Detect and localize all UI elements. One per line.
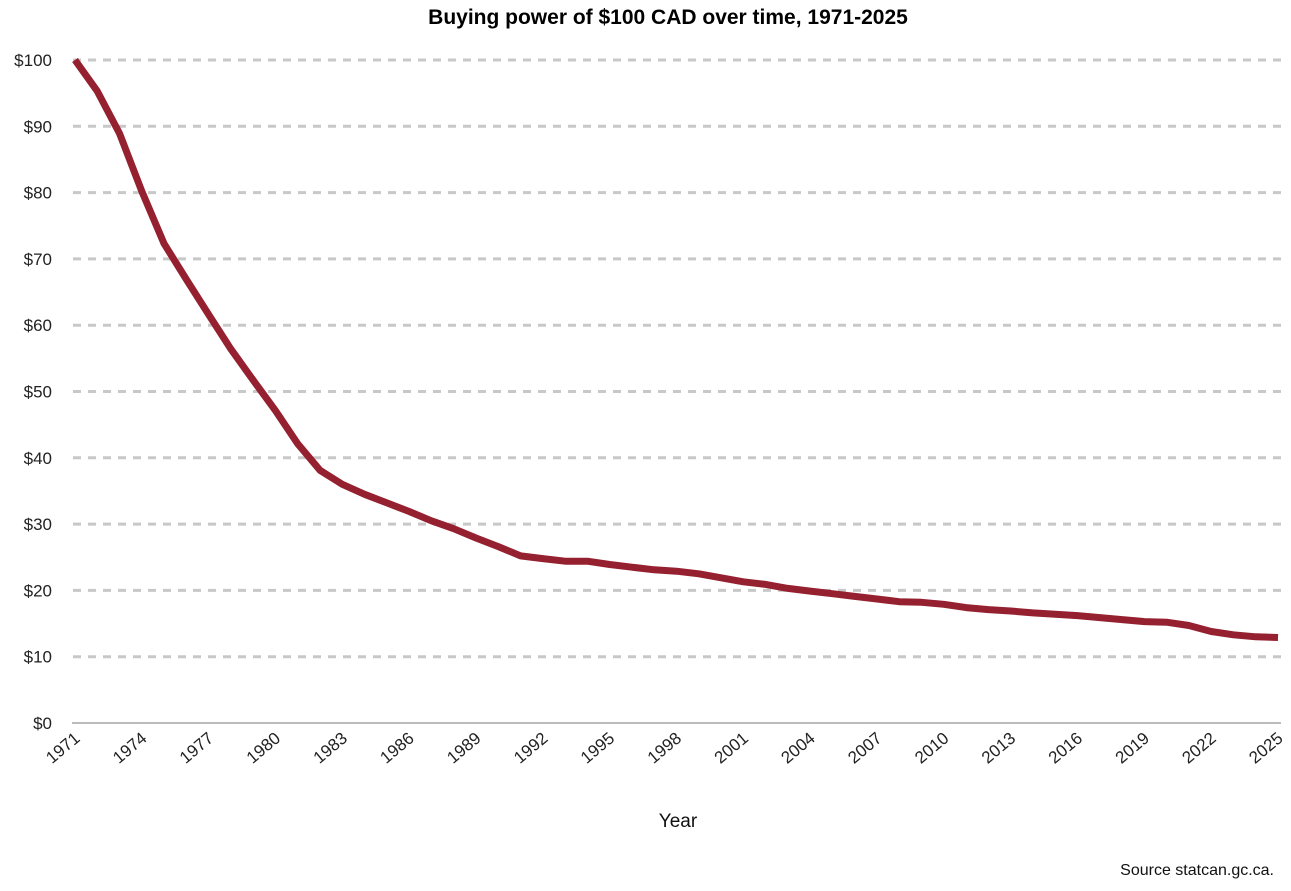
x-axis-label: Year	[659, 811, 698, 832]
x-tick-label: 1971	[42, 729, 83, 768]
x-tick-label: 2007	[844, 729, 885, 768]
x-tick-label: 1983	[310, 729, 351, 768]
x-tick-label: 1980	[243, 729, 284, 768]
x-axis-ticks: 1971 1974 1977 1980 1983 1986 1989 1992 1995 1998…	[42, 729, 1286, 768]
y-tick-label: $0	[33, 714, 52, 733]
y-tick-label: $20	[24, 581, 52, 600]
y-axis-ticks: $0 $10 $20 $30 $40 $50 $60 $70 $80 $90 $100	[14, 51, 52, 733]
x-tick-label: 1989	[443, 729, 484, 768]
y-tick-label: $40	[24, 449, 52, 468]
y-tick-label: $10	[24, 648, 52, 667]
source-note: Source statcan.gc.ca.	[1120, 862, 1274, 879]
x-tick-label: 2010	[911, 729, 952, 768]
y-tick-label: $100	[14, 51, 52, 70]
y-tick-label: $30	[24, 515, 52, 534]
y-tick-label: $50	[24, 383, 52, 402]
x-tick-label: 2016	[1045, 729, 1086, 768]
y-tick-label: $80	[24, 184, 52, 203]
chart-title: Buying power of $100 CAD over time, 1971…	[428, 6, 908, 29]
y-tick-label: $90	[24, 117, 52, 136]
x-tick-label: 1977	[176, 729, 217, 768]
x-tick-label: 1998	[644, 729, 685, 768]
x-tick-label: 2019	[1112, 729, 1153, 768]
y-tick-label: $60	[24, 316, 52, 335]
x-tick-label: 2025	[1245, 729, 1286, 768]
x-tick-label: 2004	[778, 729, 819, 768]
x-tick-label: 2013	[978, 729, 1019, 768]
x-tick-label: 1974	[109, 729, 150, 768]
y-tick-label: $70	[24, 250, 52, 269]
x-tick-label: 1986	[377, 729, 418, 768]
gridlines	[73, 58, 1281, 659]
x-tick-label: 1995	[577, 729, 618, 768]
x-tick-label: 2001	[711, 729, 752, 768]
x-tick-label: 2022	[1179, 729, 1220, 768]
series	[72, 57, 1279, 641]
series-line	[72, 57, 1279, 641]
x-tick-label: 1992	[510, 729, 551, 768]
